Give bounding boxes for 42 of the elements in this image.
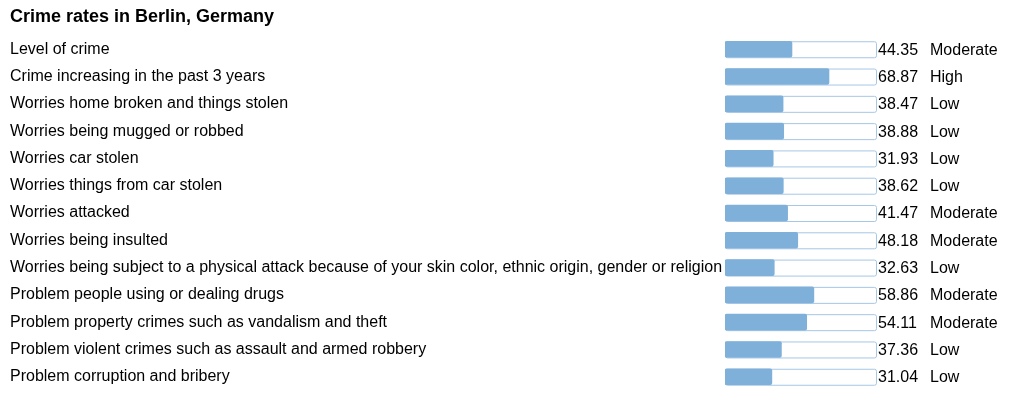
text: Low [930, 177, 960, 195]
y-tick-label: Worries home broken and things stolen [10, 94, 289, 112]
y-tick-label: Worries being subject to a physical attack because of your skin color, ethnic origin, gender or religion [10, 257, 723, 275]
y-tick-label: Problem violent crimes such as assault and armed robbery [10, 339, 427, 357]
y-tick-label: Crime increasing in the past 3 years [10, 66, 266, 84]
data-label: 31.93 [878, 149, 919, 167]
text: Low [930, 122, 960, 140]
data-label: 38.62 [878, 177, 919, 195]
data-label: 48.18 [878, 231, 919, 249]
bar [725, 150, 774, 167]
data-label: 37.36 [878, 340, 919, 358]
y-tick-label: Worries being mugged or robbed [10, 121, 244, 139]
data-label: 31.04 [878, 368, 919, 386]
y-tick-label: Worries attacked [10, 203, 130, 221]
y-tick-label: Worries being insulted [10, 230, 169, 248]
y-tick-label: Level of crime [10, 39, 110, 57]
y-tick-label: Problem corruption and bribery [10, 367, 230, 385]
data-label: 38.88 [878, 122, 919, 140]
text: Low [930, 95, 960, 113]
y-tick-label: Problem property crimes such as vandalism and theft [10, 312, 388, 330]
bar [725, 368, 773, 386]
data-label: 44.35 [878, 40, 919, 58]
text: Low [930, 149, 960, 167]
text: High [930, 67, 963, 85]
text: Moderate [930, 231, 998, 249]
text: Low [930, 368, 960, 386]
data-label: 32.63 [878, 258, 919, 276]
data-label: 68.87 [878, 67, 919, 85]
y-tick-label: Problem people using or dealing drugs [10, 285, 284, 303]
y-tick-label: Worries car stolen [10, 148, 139, 166]
text: Moderate [930, 204, 998, 222]
data-label: 58.86 [878, 286, 919, 304]
text: Moderate [930, 40, 998, 58]
data-label: 54.11 [878, 313, 917, 331]
text: Low [930, 258, 960, 276]
text: Moderate [930, 286, 998, 304]
text: Crime rates in Berlin, Germany [10, 5, 275, 26]
data-label: 41.47 [878, 204, 919, 222]
data-label: 38.47 [878, 95, 919, 113]
text: Low [930, 340, 960, 358]
text: Moderate [930, 313, 998, 331]
y-tick-label: Worries things from car stolen [10, 176, 223, 194]
